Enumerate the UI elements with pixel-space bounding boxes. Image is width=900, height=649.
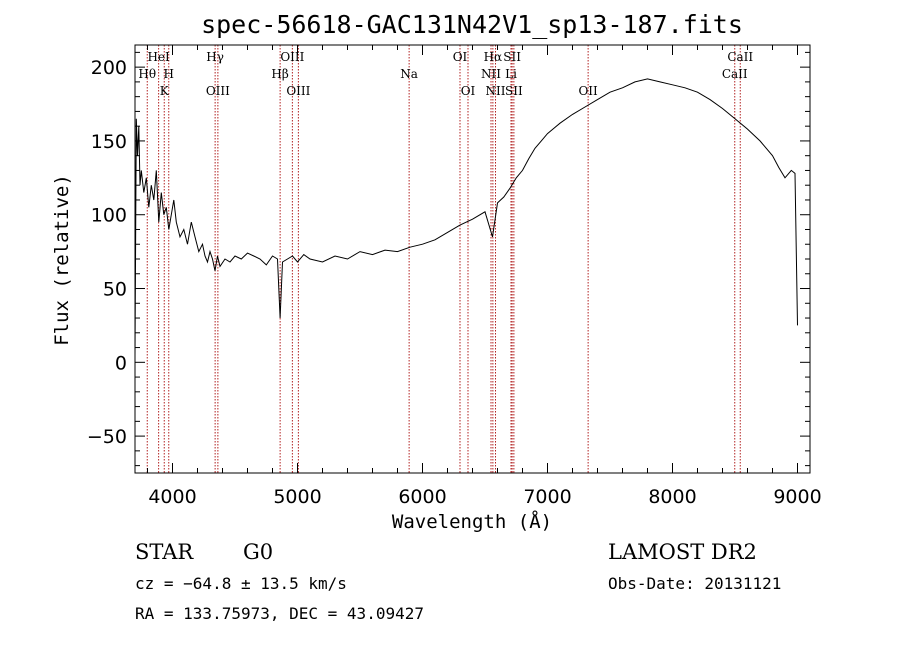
spectral-line-label: Li	[505, 67, 517, 81]
x-axis-label: Wavelength (Å)	[392, 510, 552, 533]
spectral-line-label: OIII	[280, 50, 304, 64]
object-subclass: G0	[243, 540, 273, 564]
spectral-line-label: OIII	[206, 84, 230, 98]
y-tick-label: −50	[87, 426, 127, 448]
spectral-line-label: NII	[486, 84, 506, 98]
spectral-line-label: SII	[505, 84, 523, 98]
x-tick-label: 7000	[523, 486, 571, 508]
y-tick-label: 0	[115, 352, 127, 374]
x-tick-label: 4000	[148, 486, 196, 508]
x-axis-ticks: 4000 5000 6000 7000 8000 9000	[147, 45, 822, 508]
spectral-line-label: Hγ	[206, 50, 224, 64]
plot-frame	[134, 44, 811, 474]
y-tick-label: 50	[103, 279, 127, 301]
spectral-line-label: Hα	[484, 50, 503, 64]
x-tick-label: 9000	[773, 486, 821, 508]
spectral-line-label: NII	[481, 67, 501, 81]
spectral-line-label: Hθ	[138, 67, 156, 81]
spectral-line-label: CaII	[727, 50, 753, 64]
obs-date: Obs-Date: 20131121	[608, 574, 781, 593]
spectral-line-label: OII	[578, 84, 598, 98]
spectral-line-label: OIII	[286, 84, 310, 98]
plot-area	[134, 78, 798, 355]
spectral-line-label: CaII	[722, 67, 748, 81]
spectral-line-markers	[146, 45, 741, 473]
spectral-line-label: Hβ	[271, 67, 288, 81]
x-tick-label: 8000	[648, 486, 696, 508]
y-axis-label: Flux (relative)	[51, 174, 73, 346]
spectral-line-label: OI	[453, 50, 468, 64]
redshift-text: cz = −64.8 ± 13.5 km/s	[135, 574, 347, 593]
y-tick-label: 150	[91, 131, 127, 153]
spectrum-line	[134, 78, 798, 355]
y-axis-ticks: −50 0 50 100 150 200	[87, 51, 810, 467]
spectral-line-label: Na	[400, 67, 418, 81]
x-tick-label: 5000	[273, 486, 321, 508]
coordinates-text: RA = 133.75973, DEC = 43.09427	[135, 604, 424, 623]
survey-label: LAMOST DR2	[608, 540, 757, 564]
chart-title: spec-56618-GAC131N42V1_sp13-187.fits	[201, 10, 743, 39]
spectral-line-label: HeI	[147, 50, 170, 64]
x-tick-label: 6000	[398, 486, 446, 508]
spectral-line-label: SII	[503, 50, 521, 64]
object-class: STAR	[135, 540, 194, 564]
y-tick-label: 100	[91, 205, 127, 227]
spectral-line-label: K	[160, 84, 170, 98]
y-tick-label: 200	[91, 57, 127, 79]
spectral-line-label: OI	[461, 84, 476, 98]
spectral-line-label: H	[164, 67, 174, 81]
